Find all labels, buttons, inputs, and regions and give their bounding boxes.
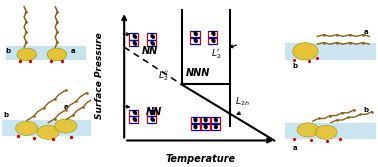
Point [23,10,29,13]
Ellipse shape [151,111,154,114]
Text: Surface Pressure: Surface Pressure [94,32,104,119]
Point [339,111,345,114]
Point [334,119,340,121]
Ellipse shape [212,39,215,42]
Ellipse shape [15,121,38,135]
FancyBboxPatch shape [285,123,376,139]
Point [27,59,33,62]
Point [54,10,60,13]
Point [50,137,56,140]
Point [73,100,79,103]
Point [347,41,353,44]
Point [52,98,58,100]
Point [308,139,314,141]
Point [369,110,375,113]
Point [59,59,65,62]
Ellipse shape [133,35,136,38]
Point [81,105,87,108]
Ellipse shape [37,125,59,139]
Ellipse shape [204,125,207,129]
Point [84,91,90,94]
Point [23,41,29,44]
Text: NNN: NNN [186,68,211,78]
Text: NN: NN [142,46,158,56]
Text: $L_{2h}$: $L_{2h}$ [235,96,250,108]
Ellipse shape [133,118,136,121]
Point [54,41,60,44]
Ellipse shape [133,42,136,45]
Ellipse shape [55,119,77,133]
Ellipse shape [194,118,197,122]
Point [321,41,327,44]
Point [360,41,366,44]
Point [337,138,343,141]
Point [15,135,21,138]
Text: b: b [364,107,369,113]
Ellipse shape [151,35,154,38]
Text: Temperature: Temperature [165,154,235,164]
Ellipse shape [133,111,136,114]
Point [63,89,69,92]
Text: a: a [64,104,69,110]
Ellipse shape [151,118,154,121]
FancyBboxPatch shape [6,46,86,60]
Point [17,59,23,62]
Point [321,33,327,36]
Ellipse shape [315,125,337,139]
Point [63,109,69,111]
Ellipse shape [214,118,217,122]
Point [48,59,54,62]
Point [291,59,297,61]
Point [31,115,37,118]
Point [41,106,47,109]
Ellipse shape [194,39,197,42]
Point [68,136,74,138]
Point [334,33,340,36]
Text: a: a [293,145,297,151]
Ellipse shape [194,125,197,129]
Point [54,21,60,23]
Ellipse shape [293,43,318,60]
Point [102,88,108,91]
Point [347,33,353,36]
Point [91,97,97,100]
Ellipse shape [151,42,154,45]
Point [291,138,297,141]
Point [351,109,357,111]
Text: $L_2^{\prime}$: $L_2^{\prime}$ [211,48,221,61]
Text: a: a [71,48,76,54]
Ellipse shape [212,32,215,35]
Point [327,114,333,117]
Point [306,59,312,62]
Text: a: a [364,30,369,35]
Text: b: b [293,63,298,69]
Point [316,117,322,120]
Point [31,136,37,139]
Point [23,21,29,23]
Ellipse shape [214,125,217,129]
Ellipse shape [17,48,37,61]
Text: b: b [5,48,11,54]
Point [334,41,340,44]
Point [54,31,60,33]
Text: b: b [4,112,9,118]
Point [52,117,58,120]
Text: $L_2^{\prime\prime}$: $L_2^{\prime\prime}$ [158,69,169,83]
Ellipse shape [297,123,319,137]
FancyBboxPatch shape [285,43,376,60]
Ellipse shape [47,48,67,61]
Point [324,140,330,142]
Ellipse shape [194,32,197,35]
Point [70,114,76,117]
Ellipse shape [204,118,207,122]
FancyBboxPatch shape [2,121,91,136]
Point [314,57,320,60]
Point [357,113,363,116]
Text: NN: NN [146,107,162,117]
Point [23,31,29,33]
Point [360,33,366,36]
Point [345,116,352,119]
